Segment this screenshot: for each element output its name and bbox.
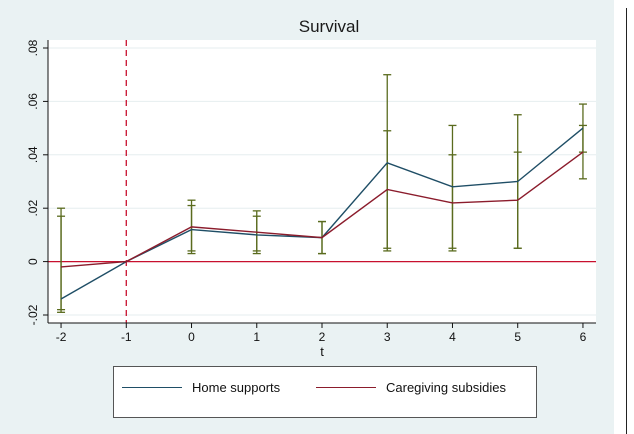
x-tick-label-0: -2 <box>56 330 67 344</box>
x-tick-label-3: 1 <box>253 330 260 344</box>
legend-swatch-caregiving-subsidies <box>316 386 376 388</box>
legend: Home supports Caregiving subsidies <box>113 366 537 418</box>
chart: Survival -.02 0 .02 .04 .06 .08 -2 -1 0 1 2 3 4 5 6 t <box>26 17 596 359</box>
legend-label-home-supports: Home supports <box>192 379 281 395</box>
x-axis-label: t <box>320 344 324 359</box>
chart-title: Survival <box>299 17 359 36</box>
y-tick-label-5: .08 <box>26 39 40 56</box>
x-tick-label-2: 0 <box>188 330 195 344</box>
legend-swatch-home-supports <box>122 386 182 388</box>
legend-item-caregiving-subsidies: Caregiving subsidies <box>316 379 506 395</box>
series-lines <box>60 127 584 300</box>
reference-lines <box>48 40 596 323</box>
axes: -.02 0 .02 .04 .06 .08 -2 -1 0 1 2 3 4 5 6 <box>26 39 596 344</box>
y-tick-label-2: .02 <box>26 200 40 217</box>
y-tick-label-4: .06 <box>26 93 40 110</box>
y-tick-label-3: .04 <box>26 146 40 163</box>
x-tick-label-1: -1 <box>121 330 132 344</box>
plot-area <box>48 40 596 323</box>
y-tick-label-0: -.02 <box>26 304 40 325</box>
page-edge-rule <box>626 8 627 434</box>
y-tick-label-1: 0 <box>26 258 40 265</box>
x-tick-label-4: 2 <box>319 330 326 344</box>
series-line-1 <box>60 151 584 268</box>
grid-layer <box>48 47 596 316</box>
x-tick-label-8: 6 <box>580 330 587 344</box>
legend-label-caregiving-subsidies: Caregiving subsidies <box>386 379 506 395</box>
x-tick-label-7: 5 <box>514 330 521 344</box>
x-tick-label-5: 3 <box>384 330 391 344</box>
confidence-intervals <box>57 74 587 313</box>
x-tick-label-6: 4 <box>449 330 456 344</box>
legend-item-home-supports: Home supports <box>122 379 280 395</box>
